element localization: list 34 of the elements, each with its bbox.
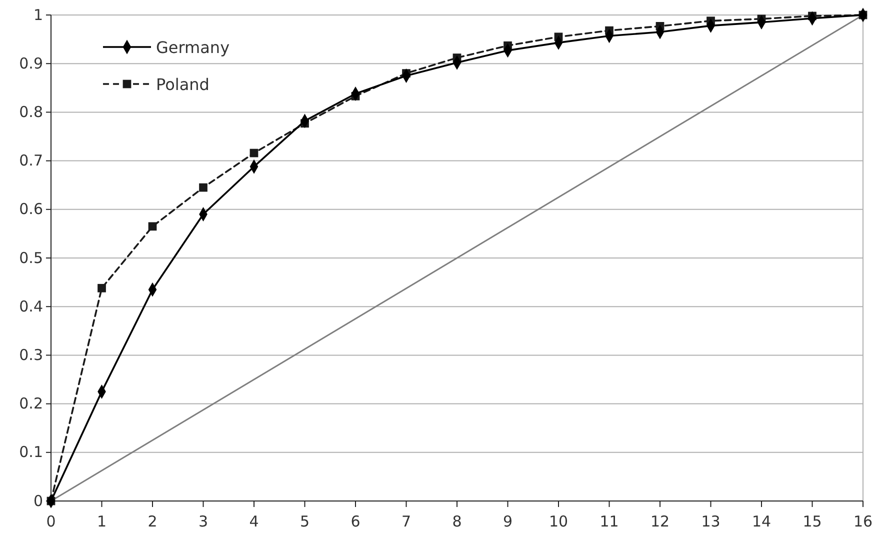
x-tick-label: 5	[300, 512, 310, 530]
y-tick-label: 0.4	[19, 297, 43, 316]
x-tick-label: 12	[650, 512, 670, 530]
y-tick-label: 0.5	[19, 248, 43, 267]
y-tick-label: 0.2	[19, 394, 43, 413]
point	[98, 284, 106, 292]
x-tick-label: 6	[350, 512, 360, 530]
x-tick-label: 13	[701, 512, 720, 530]
x-tick-label: 11	[600, 512, 619, 530]
y-tick-label: 0	[33, 492, 43, 510]
x-tick-label: 14	[752, 512, 772, 530]
y-tick-label: 0.7	[19, 152, 43, 170]
point	[148, 222, 157, 231]
y-tick-label: 1	[33, 6, 43, 24]
x-tick-label: 2	[148, 512, 158, 530]
x-tick-label: 4	[249, 512, 259, 530]
x-tick-label: 16	[853, 512, 873, 530]
x-tick-label: 3	[198, 512, 208, 530]
y-tick-label: 0.9	[19, 54, 43, 72]
y-tick-label: 0.1	[19, 443, 43, 462]
x-tick-label: 0	[46, 512, 56, 530]
y-tick-label: 0.8	[19, 103, 43, 121]
x-tick-label: 8	[452, 512, 462, 530]
x-tick-label: 1	[96, 512, 107, 530]
legend-label: Poland	[156, 75, 210, 94]
x-tick-label: 7	[401, 512, 412, 530]
point	[250, 148, 258, 158]
point	[199, 183, 208, 192]
x-tick-label: 15	[802, 512, 822, 530]
legend-label: Germany	[156, 38, 230, 57]
y-tick-label: 0.3	[19, 346, 43, 364]
x-tick-label: 10	[548, 512, 568, 530]
x-tick-label: 9	[502, 512, 513, 530]
y-tick-label: 0.6	[19, 200, 43, 218]
